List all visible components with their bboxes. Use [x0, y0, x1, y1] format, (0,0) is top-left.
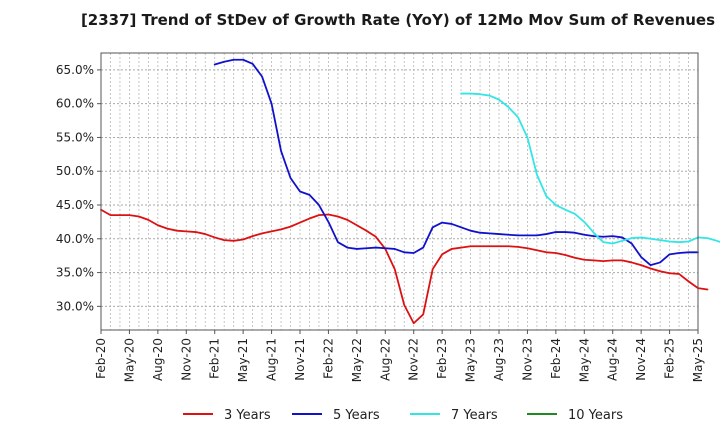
- series-line-3-years: [100, 208, 709, 325]
- plot-border: [100, 52, 699, 331]
- x-tick-label: Aug-23: [492, 338, 506, 381]
- series-line-5-years: [213, 58, 699, 267]
- x-tick-label: Feb-23: [435, 338, 449, 379]
- series-line-7-years: [460, 92, 720, 245]
- x-tick-label: Nov-23: [520, 338, 534, 381]
- x-tick-label: Nov-20: [179, 338, 193, 381]
- legend-label-3-years: 3 Years: [224, 408, 271, 423]
- y-tick-label: 65.0%: [56, 63, 94, 77]
- x-tick-label: Nov-22: [407, 338, 421, 381]
- y-tick-label: 30.0%: [56, 299, 94, 313]
- x-tick-label: Feb-21: [208, 338, 222, 379]
- x-tick-label: Nov-24: [634, 338, 648, 381]
- legend-label-7-years: 7 Years: [451, 408, 498, 423]
- x-tick-label: Feb-22: [321, 338, 335, 379]
- series-layer: [100, 58, 720, 325]
- x-tick-label: May-25: [691, 338, 705, 382]
- x-tick-label: Feb-24: [549, 338, 563, 379]
- x-tick-label: Feb-20: [94, 338, 108, 379]
- y-tick-label: 35.0%: [56, 266, 94, 280]
- x-axis-ticks: Feb-20 May-20 Aug-20 Nov-20 Feb-21 May-21 Aug-…: [94, 330, 705, 382]
- x-tick-label: May-21: [236, 338, 250, 382]
- x-tick-label: May-24: [577, 338, 591, 382]
- y-tick-label: 55.0%: [56, 130, 94, 144]
- legend: 3 Years 5 Years 7 Years 10 Years: [183, 408, 623, 423]
- x-tick-label: May-22: [350, 338, 364, 382]
- x-tick-label: Aug-20: [151, 338, 165, 381]
- chart-title: [2337] Trend of StDev of Growth Rate (Yo…: [81, 11, 715, 29]
- y-tick-label: 45.0%: [56, 198, 94, 212]
- x-tick-label: Nov-21: [293, 338, 307, 381]
- x-tick-label: Aug-24: [606, 338, 620, 381]
- x-tick-label: May-20: [122, 338, 136, 382]
- y-axis-ticks: 30.0% 35.0% 40.0% 45.0% 50.0% 55.0% 60.0% 65.0%: [56, 63, 101, 313]
- legend-label-5-years: 5 Years: [333, 408, 380, 423]
- y-tick-label: 50.0%: [56, 164, 94, 178]
- y-tick-label: 60.0%: [56, 97, 94, 111]
- x-tick-label: Feb-25: [663, 338, 677, 379]
- x-tick-label: May-23: [464, 338, 478, 382]
- legend-label-10-years: 10 Years: [568, 408, 623, 423]
- x-tick-label: Aug-22: [378, 338, 392, 381]
- grid-layer: [101, 53, 698, 330]
- y-tick-label: 40.0%: [56, 232, 94, 246]
- x-tick-label: Aug-21: [265, 338, 279, 381]
